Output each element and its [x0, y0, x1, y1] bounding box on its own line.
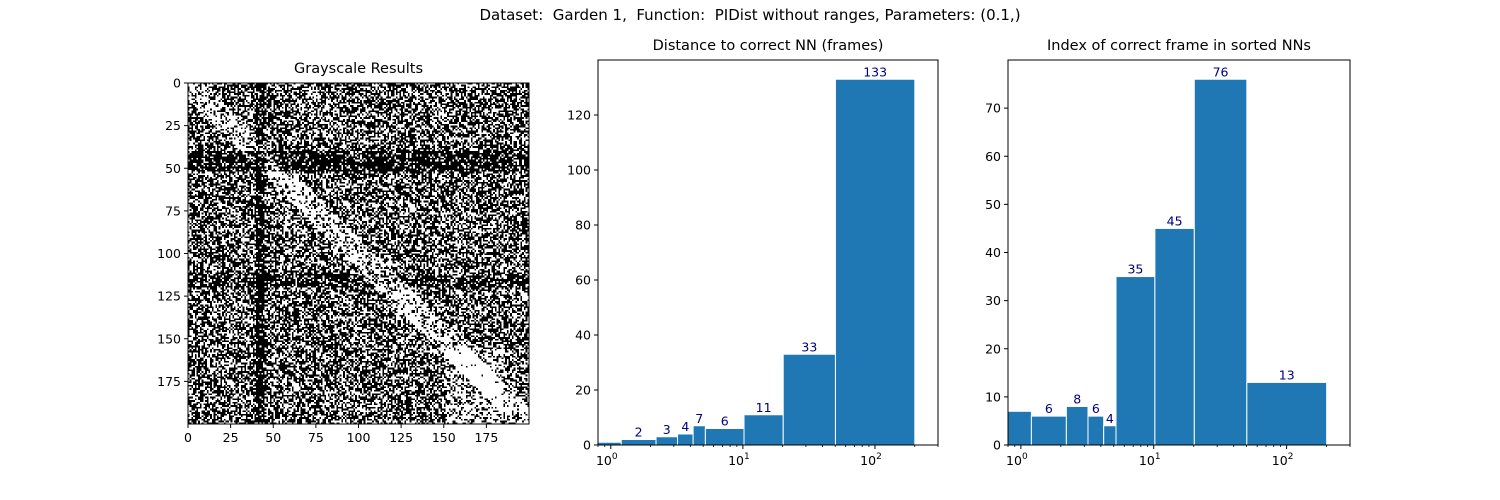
- index-ytick-label: 30: [985, 293, 1001, 308]
- index-xtick-label: 100: [1006, 452, 1028, 468]
- index-bar: [1103, 425, 1117, 446]
- heatmap-xtick-label: 125: [389, 430, 413, 445]
- distance-ytick-label: 80: [575, 218, 591, 233]
- index-bar-label: 4: [1106, 411, 1114, 426]
- heatmap-xtick-label: 0: [184, 430, 192, 445]
- index-bar-label: 8: [1073, 392, 1081, 407]
- index-xtick-label: 101: [1139, 452, 1161, 468]
- distance-bar-label: 2: [635, 425, 643, 440]
- distance-bar: [677, 433, 694, 446]
- distance-ytick-label: 120: [567, 108, 591, 123]
- index-bar: [1087, 415, 1105, 446]
- distance-title: Distance to correct NN (frames): [653, 38, 884, 54]
- distance-bar: [743, 414, 784, 446]
- distance-bar: [782, 353, 836, 446]
- index-xtick-label: 102: [1272, 452, 1294, 468]
- index-bar-label: 35: [1127, 262, 1143, 277]
- distance-bar-label: 11: [756, 400, 772, 415]
- heatmap-xtick-label: 25: [223, 430, 239, 445]
- distance-axes-frame: [597, 59, 939, 446]
- distance-histogram-panel: 2 3 47 6 11 33 133 Distance to correct NN (fram…: [567, 38, 939, 468]
- distance-ytick-label: 20: [575, 383, 591, 398]
- distance-bar-label: 6: [721, 414, 729, 429]
- grayscale-image: [188, 83, 529, 424]
- index-bar: [1030, 415, 1067, 446]
- index-bar: [1193, 78, 1248, 446]
- heatmap-ytick-label: 0: [173, 76, 181, 91]
- figure-title: Dataset: Garden 1, Function: PIDist with…: [479, 6, 1021, 24]
- distance-ytick-label: 100: [567, 163, 591, 178]
- distance-bar-label: 133: [863, 64, 887, 79]
- index-bar-label: 45: [1167, 213, 1183, 228]
- index-ytick-label: 60: [985, 149, 1001, 164]
- heatmap-title: Grayscale Results: [294, 61, 423, 77]
- distance-bar: [834, 78, 916, 446]
- distance-bar-label: 3: [663, 422, 671, 437]
- heatmap-xtick-label: 50: [265, 430, 281, 445]
- distance-ytick-label: 60: [575, 273, 591, 288]
- heatmap-panel: Grayscale Results 0 25 50 75 100 125 150 175 0 25 5…: [157, 61, 530, 445]
- distance-bar: [704, 428, 745, 446]
- index-bar-label: 6: [1092, 401, 1100, 416]
- distance-bar-label: 33: [801, 339, 817, 354]
- index-ytick-label: 10: [985, 389, 1001, 404]
- index-bar: [1115, 276, 1156, 446]
- distance-xtick-label: 102: [860, 452, 882, 468]
- distance-bar: [620, 439, 657, 446]
- heatmap-xtick-label: 175: [474, 430, 498, 445]
- heatmap-xtick-label: 75: [308, 430, 324, 445]
- index-ytick-label: 20: [985, 341, 1001, 356]
- heatmap-ytick-label: 100: [157, 246, 181, 261]
- index-ytick-label: 0: [993, 438, 1001, 453]
- heatmap-ytick-label: 25: [165, 118, 181, 133]
- heatmap-xtick-label: 150: [432, 430, 456, 445]
- distance-ytick-label: 40: [575, 328, 591, 343]
- index-bar-label: 6: [1045, 401, 1053, 416]
- distance-bar: [655, 436, 679, 446]
- distance-xtick-label: 101: [728, 452, 750, 468]
- index-bar: [1246, 381, 1328, 446]
- index-ytick-label: 70: [985, 101, 1001, 116]
- heatmap-xtick-label: 100: [347, 430, 371, 445]
- distance-bar-label: 7: [695, 411, 703, 426]
- heatmap-ytick-label: 50: [165, 161, 181, 176]
- index-bar-label: 13: [1279, 367, 1295, 382]
- distance-ytick-label: 0: [583, 438, 591, 453]
- heatmap-ytick-label: 175: [157, 374, 181, 389]
- index-bar: [1065, 406, 1089, 446]
- heatmap-ytick-label: 150: [157, 331, 181, 346]
- index-title: Index of correct frame in sorted NNs: [1047, 38, 1311, 54]
- index-bar: [1007, 410, 1032, 446]
- heatmap-ytick-label: 125: [157, 289, 181, 304]
- heatmap-ytick-label: 75: [165, 203, 181, 218]
- distance-bar: [692, 425, 706, 446]
- distance-bar-label: 4: [681, 419, 689, 434]
- distance-xtick-label: 100: [596, 452, 618, 468]
- index-bar-label: 76: [1213, 64, 1229, 79]
- index-ytick-label: 50: [985, 197, 1001, 212]
- index-bar: [1154, 227, 1195, 446]
- index-ytick-label: 40: [985, 245, 1001, 260]
